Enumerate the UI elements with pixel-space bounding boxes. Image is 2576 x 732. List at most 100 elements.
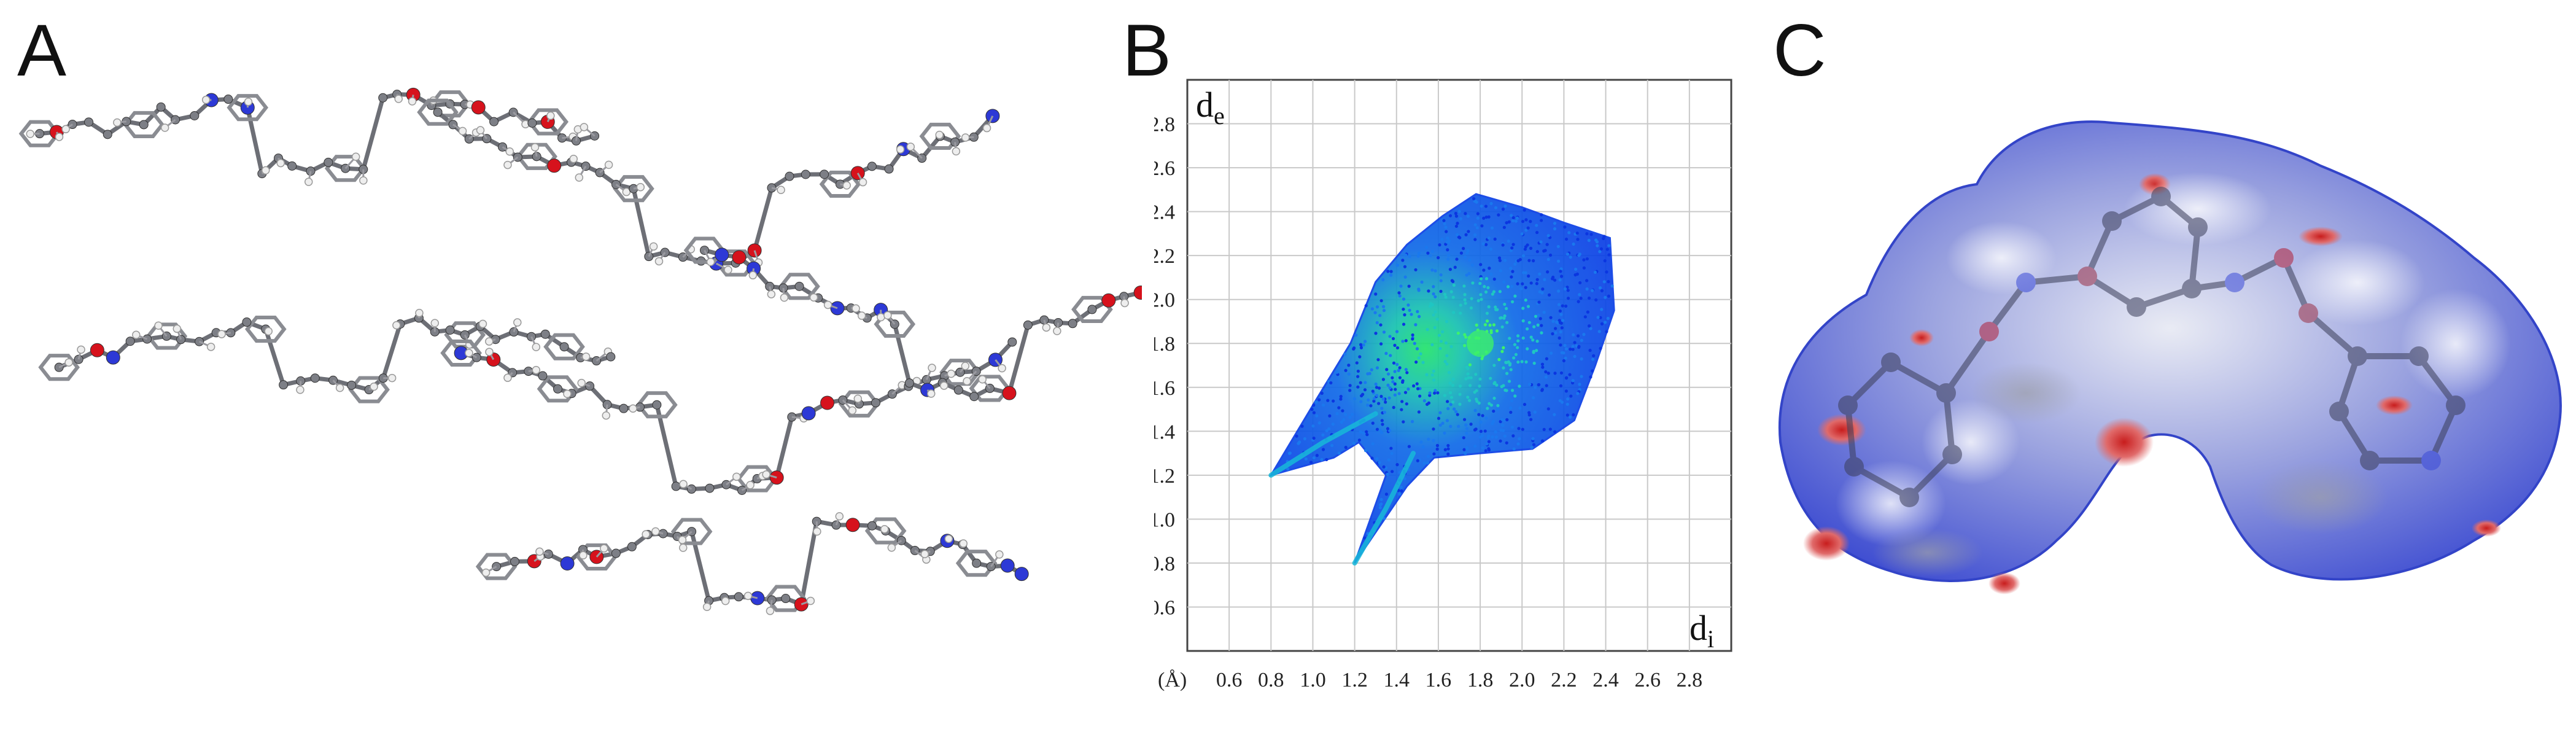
atom <box>2188 217 2208 237</box>
fingerprint-point <box>1527 383 1532 386</box>
fingerprint-point <box>1315 454 1319 457</box>
contact-spot-red <box>2299 227 2343 246</box>
fingerprint-point <box>1473 444 1477 448</box>
fingerprint-point <box>1586 310 1589 314</box>
fingerprint-point <box>1531 338 1535 342</box>
fingerprint-point <box>1370 307 1374 311</box>
contact-spot-red <box>1817 414 1866 446</box>
fingerprint-point <box>1436 391 1440 395</box>
fingerprint-point <box>1433 295 1437 298</box>
ring <box>38 354 80 381</box>
atom <box>1014 567 1029 582</box>
fingerprint-point <box>1411 337 1414 341</box>
atom <box>1087 305 1097 314</box>
fingerprint-point <box>1410 313 1413 316</box>
hydrogen-atom <box>906 142 915 151</box>
fingerprint-point <box>1312 411 1316 415</box>
fingerprint-point <box>1532 443 1536 446</box>
contact-spot-grey <box>1971 362 2081 424</box>
hydrogen-atom <box>813 527 821 536</box>
fingerprint-point <box>1453 265 1457 269</box>
atom <box>471 100 486 115</box>
fingerprint-point <box>1388 335 1392 338</box>
fingerprint-point <box>1473 408 1477 413</box>
fingerprint-point <box>1438 411 1442 415</box>
fingerprint-point <box>1444 341 1448 345</box>
hydrogen-atom <box>998 364 1006 373</box>
fingerprint-point <box>1432 285 1435 289</box>
fingerprint-point <box>1456 222 1459 225</box>
fingerprint-point <box>1462 436 1465 440</box>
atom <box>627 542 637 551</box>
bond <box>361 95 386 172</box>
atom <box>1002 386 1017 400</box>
fingerprint-point <box>1456 331 1460 335</box>
fingerprint-point <box>1602 280 1606 284</box>
atom <box>547 158 562 173</box>
fingerprint-point <box>1445 230 1448 233</box>
fingerprint-point <box>1456 413 1459 416</box>
fingerprint-point <box>1587 238 1591 243</box>
fingerprint-point <box>1403 265 1407 268</box>
atom <box>125 337 135 346</box>
fingerprint-point <box>1535 278 1539 281</box>
contact-spot-red <box>2376 395 2413 415</box>
fingerprint-point <box>1432 452 1436 456</box>
hirshfeld-surface-panel <box>1778 120 2562 594</box>
fingerprint-point <box>1351 413 1354 416</box>
fingerprint-point <box>1404 368 1408 372</box>
hydrogen-atom <box>947 369 956 378</box>
fingerprint-point <box>1368 372 1371 375</box>
fingerprint-point <box>1546 270 1550 274</box>
fingerprint-point <box>1432 313 1435 317</box>
fingerprint-point <box>1419 440 1423 444</box>
fingerprint-point <box>1459 303 1462 307</box>
fingerprint-point <box>1538 290 1542 294</box>
atom <box>445 325 455 335</box>
fingerprint-point <box>1446 248 1449 252</box>
hydrogen-atom <box>857 311 866 320</box>
fingerprint-point <box>1397 368 1400 372</box>
fingerprint-point <box>1569 415 1572 419</box>
fingerprint-point <box>1497 357 1501 362</box>
fingerprint-point <box>1395 362 1399 367</box>
fingerprint-point <box>1393 343 1397 347</box>
atom <box>850 166 865 181</box>
fingerprint-point <box>1320 457 1324 461</box>
fingerprint-point <box>1395 263 1399 267</box>
fingerprint-point <box>1438 243 1441 247</box>
fingerprint-point <box>1363 536 1367 540</box>
fingerprint-point <box>1516 442 1520 446</box>
fingerprint-point <box>1473 238 1477 241</box>
bond <box>2416 353 2459 408</box>
atom <box>509 327 519 337</box>
atom <box>84 117 94 127</box>
fingerprint-point <box>1606 316 1610 321</box>
fingerprint-point <box>1375 366 1379 370</box>
hydrogen-atom <box>154 321 163 330</box>
bond <box>1986 279 2029 335</box>
fingerprint-point <box>1507 220 1511 224</box>
fingerprint-point <box>1381 378 1386 381</box>
fingerprint-point <box>1433 391 1437 395</box>
fingerprint-point <box>1545 357 1548 360</box>
fingerprint-point <box>1347 364 1351 367</box>
fingerprint-point <box>1484 290 1488 294</box>
fingerprint-point <box>1580 357 1583 361</box>
fingerprint-point <box>1317 398 1321 402</box>
fingerprint-point <box>1445 362 1449 366</box>
fingerprint-point <box>1492 409 1496 413</box>
contact-spot-red <box>2472 520 2501 537</box>
hydrogen-atom <box>944 534 953 543</box>
fingerprint-point <box>1476 212 1480 216</box>
fingerprint-point <box>1531 259 1535 263</box>
fingerprint-point <box>1443 222 1446 226</box>
fingerprint-point <box>1589 233 1593 236</box>
ring <box>244 315 287 343</box>
atom <box>176 335 186 345</box>
fingerprint-point <box>1461 247 1465 251</box>
fingerprint-point <box>1455 233 1459 236</box>
fingerprint-point <box>1573 354 1577 359</box>
fingerprint-point <box>1401 379 1405 383</box>
fingerprint-point <box>1403 477 1406 481</box>
